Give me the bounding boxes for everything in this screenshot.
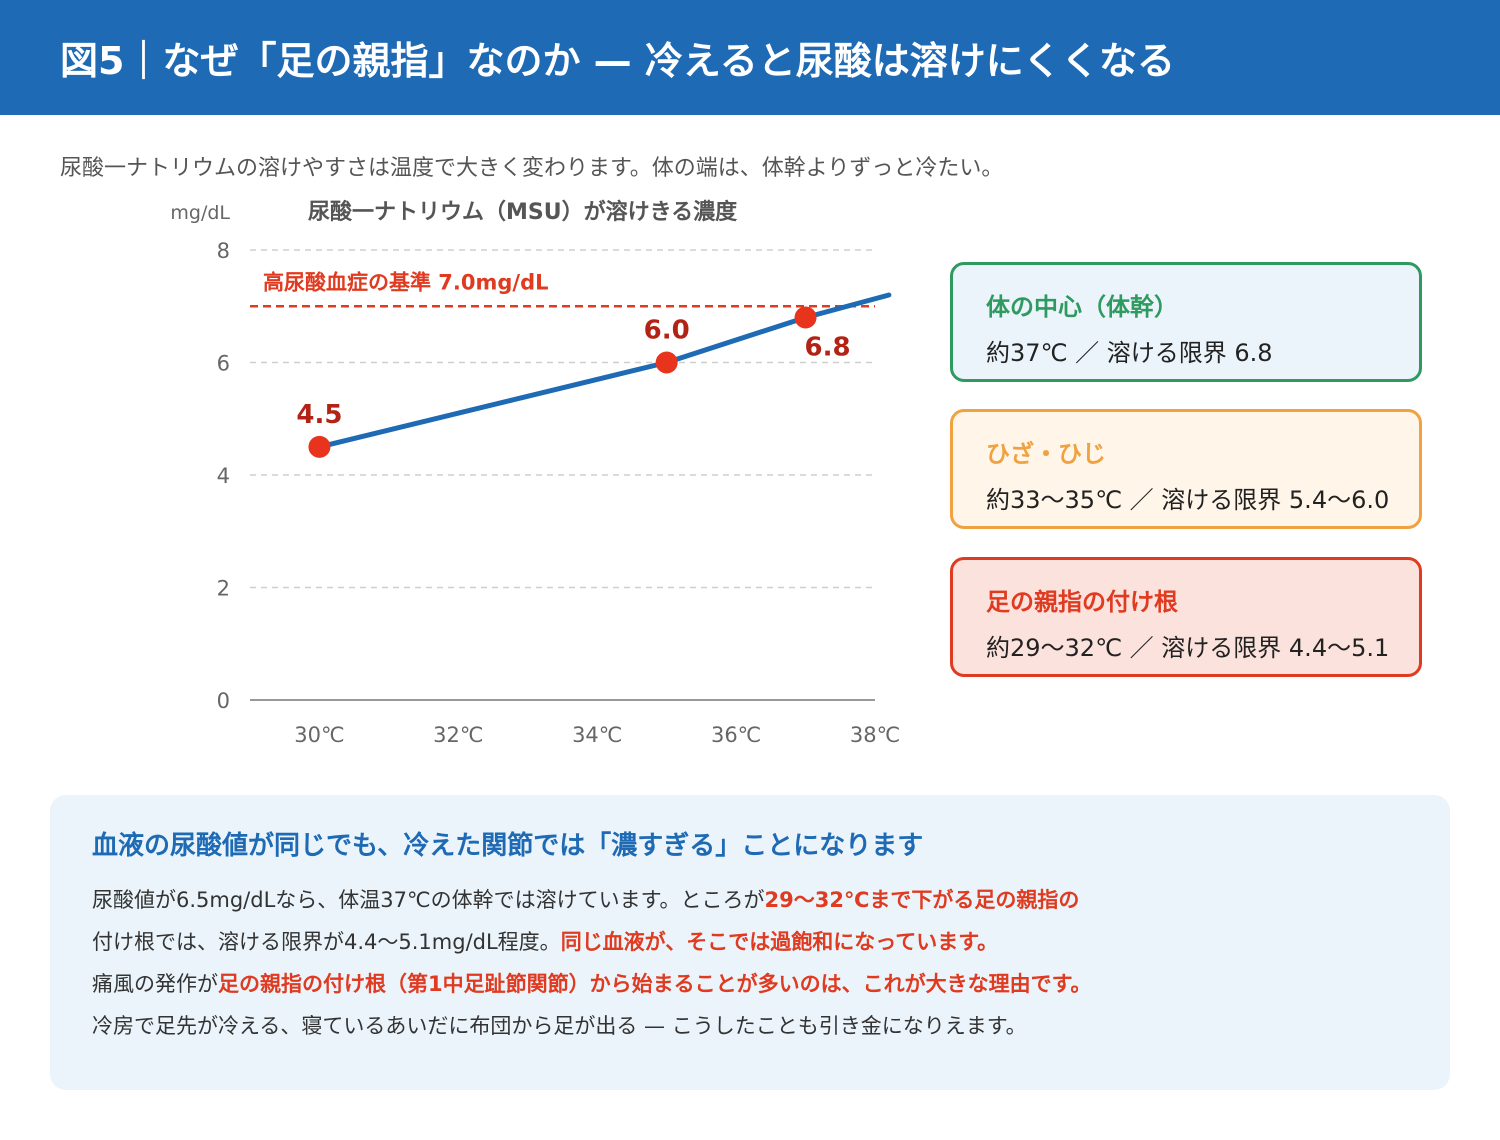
explanation-text: 付け根では、溶ける限界が4.4〜5.1mg/dL程度。 [92,930,561,954]
y-tick-label: 4 [217,464,230,488]
y-tick-label: 0 [217,689,230,713]
explanation-title: 血液の尿酸値が同じでも、冷えた関節では「濃すぎる」ことになります [92,831,924,861]
explanation-text: 冷房で足先が冷える、寝ているあいだに布団から足が出る — こうしたことも引き金に… [92,1014,1027,1038]
card-knee-elbow-text: 約33〜35℃ ／ 溶ける限界 5.4〜6.0 [986,486,1390,514]
explanation-highlight: 29〜32℃まで下がる足の親指の [764,888,1080,912]
page-subtitle: 尿酸一ナトリウムの溶けやすさは温度で大きく変わります。体の端は、体幹よりずっと冷… [60,156,1004,181]
series-group [316,292,892,450]
card-knee-elbow-title: ひざ・ひじ [986,440,1106,468]
series-line [316,292,892,450]
data-label: 4.5 [296,400,342,430]
x-tick-label: 32℃ [433,723,483,747]
explanation-highlight: 足の親指の付け根（第1中足趾節関節）から始まることが多いのは、これが大きな理由で… [218,972,1092,996]
explanation-line-2: 付け根では、溶ける限界が4.4〜5.1mg/dL程度。同じ血液が、そこでは過飽和… [92,921,1422,963]
y-tick-label: 6 [217,352,230,376]
data-point [655,351,678,374]
explanation-line-1: 尿酸値が6.5mg/dLなら、体温37℃の体幹では溶けています。ところが29〜3… [92,879,1422,921]
y-tick-label: 2 [217,577,230,601]
x-tick-label: 36℃ [711,723,761,747]
card-big-toe-text: 約29〜32℃ ／ 溶ける限界 4.4〜5.1 [986,634,1390,662]
y-axis-unit-label: mg/dL [170,202,230,224]
header-bar: 図5｜なぜ「足の親指」なのか — 冷えると尿酸は溶けにくくなる [0,0,1500,115]
chart-title: 尿酸一ナトリウム（MSU）が溶けきる濃度 [308,199,738,225]
explanation-box: 血液の尿酸値が同じでも、冷えた関節では「濃すぎる」ことになります 尿酸値が6.5… [50,795,1450,1090]
explanation-text: 痛風の発作が [92,972,218,996]
reference-line-label: 高尿酸血症の基準 7.0mg/dL [263,270,549,294]
card-big-toe-title: 足の親指の付け根 [986,588,1178,616]
solubility-chart: 0 2 4 6 8 30℃ 32℃ 34℃ 36℃ 38℃ 高尿酸血症の基準 7.0mg/dL 4… [170,199,901,747]
data-label: 6.0 [644,316,690,346]
data-point [794,306,817,329]
y-tick-label: 8 [217,239,230,263]
chart-grid [250,249,875,589]
x-tick-label: 38℃ [850,723,900,747]
card-knee-elbow: ひざ・ひじ 約33〜35℃ ／ 溶ける限界 5.4〜6.0 [950,409,1422,529]
explanation-highlight: 同じ血液が、そこでは過飽和になっています。 [560,930,999,954]
x-tick-label: 30℃ [294,723,344,747]
chart-axes: 0 2 4 6 8 30℃ 32℃ 34℃ 36℃ 38℃ [217,239,901,747]
explanation-line-4: 冷房で足先が冷える、寝ているあいだに布団から足が出る — こうしたことも引き金に… [92,1005,1422,1047]
card-trunk-text: 約37℃ ／ 溶ける限界 6.8 [986,339,1273,367]
x-tick-label: 34℃ [572,723,622,747]
card-trunk-title: 体の中心（体幹） [986,293,1178,321]
card-trunk: 体の中心（体幹） 約37℃ ／ 溶ける限界 6.8 [950,262,1422,382]
data-label: 6.8 [805,333,851,363]
card-big-toe: 足の親指の付け根 約29〜32℃ ／ 溶ける限界 4.4〜5.1 [950,557,1422,677]
reference-line-group: 高尿酸血症の基準 7.0mg/dL [250,270,875,308]
data-point [308,435,331,458]
page-title: 図5｜なぜ「足の親指」なのか — 冷えると尿酸は溶けにくくなる [60,39,1176,83]
explanation-line-3: 痛風の発作が足の親指の付け根（第1中足趾節関節）から始まることが多いのは、これが… [92,963,1422,1005]
explanation-text: 尿酸値が6.5mg/dLなら、体温37℃の体幹では溶けています。ところが [92,888,765,912]
explanation-body: 尿酸値が6.5mg/dLなら、体温37℃の体幹では溶けています。ところが29〜3… [92,879,1422,1047]
points-group: 4.5 6.0 6.8 [296,306,851,458]
